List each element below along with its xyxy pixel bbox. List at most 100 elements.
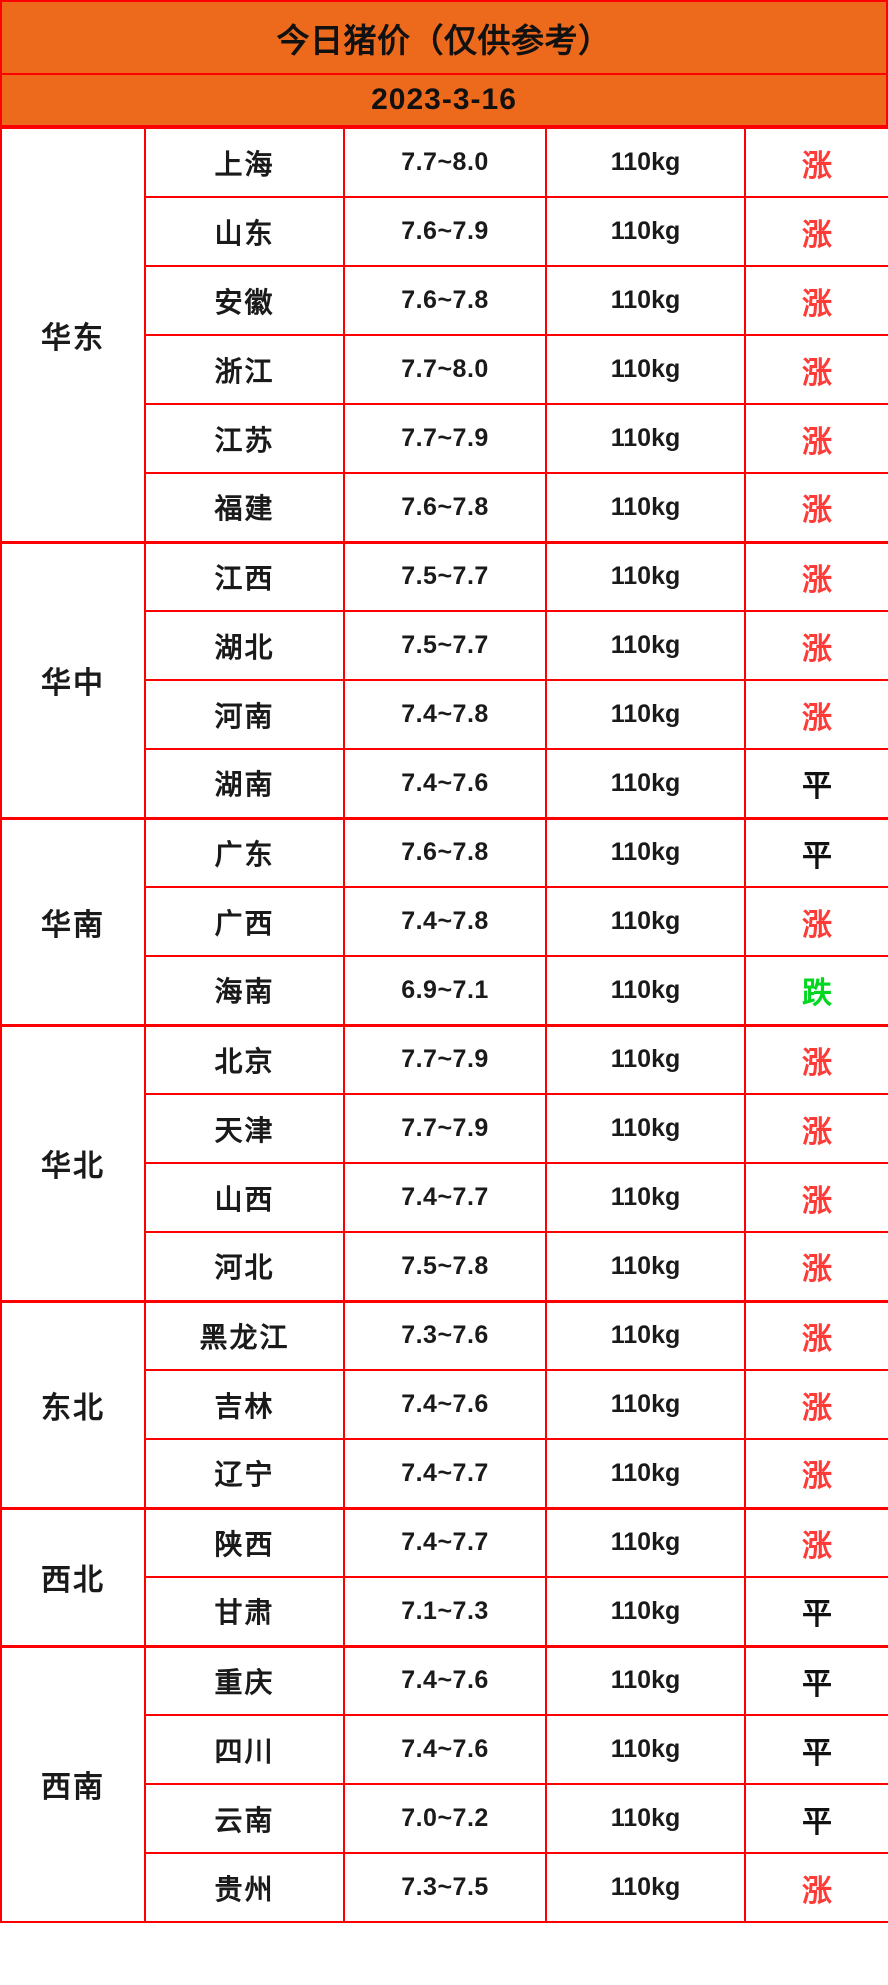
price-cell: 7.4~7.6 xyxy=(343,1369,547,1440)
province-cell: 河北 xyxy=(144,1231,345,1302)
weight-cell: 110kg xyxy=(545,334,746,405)
table-row: 辽宁 7.4~7.7 110kg 涨 xyxy=(1,1438,888,1509)
weight-cell: 110kg xyxy=(545,1852,746,1923)
report-date: 2023-3-16 xyxy=(0,75,888,127)
province-cell: 天津 xyxy=(144,1093,345,1164)
trend-cell: 涨 xyxy=(744,1231,888,1302)
trend-cell: 涨 xyxy=(744,196,888,267)
trend-cell: 平 xyxy=(744,748,888,819)
weight-cell: 110kg xyxy=(545,1093,746,1164)
weight-cell: 110kg xyxy=(545,1023,746,1095)
price-cell: 7.7~7.9 xyxy=(343,1093,547,1164)
table-row: 浙江 7.7~8.0 110kg 涨 xyxy=(1,334,888,405)
trend-cell: 涨 xyxy=(744,1506,888,1578)
trend-cell: 涨 xyxy=(744,1093,888,1164)
price-cell: 7.4~7.6 xyxy=(343,1644,547,1716)
table-row: 华北 北京 7.7~7.9 110kg 涨 xyxy=(0,1023,888,1302)
price-cell: 7.4~7.7 xyxy=(343,1162,547,1233)
trend-cell: 平 xyxy=(744,1714,888,1785)
trend-cell: 涨 xyxy=(744,334,888,405)
region-cell: 华东 xyxy=(0,127,146,543)
province-cell: 辽宁 xyxy=(144,1438,345,1509)
table-row: 山西 7.4~7.7 110kg 涨 xyxy=(1,1162,888,1233)
province-cell: 上海 xyxy=(144,127,345,198)
province-cell: 山东 xyxy=(144,196,345,267)
table-row: 天津 7.7~7.9 110kg 涨 xyxy=(1,1093,888,1164)
region-cell: 华南 xyxy=(0,816,146,1026)
province-cell: 北京 xyxy=(144,1023,345,1095)
province-cell: 广西 xyxy=(144,886,345,957)
province-cell: 山西 xyxy=(144,1162,345,1233)
table-row: 华南 广东 7.6~7.8 110kg 平 xyxy=(0,816,888,1026)
table-row: 西北 陕西 7.4~7.7 110kg 涨 xyxy=(0,1506,888,1647)
province-cell: 吉林 xyxy=(144,1369,345,1440)
table-row: 吉林 7.4~7.6 110kg 涨 xyxy=(1,1369,888,1440)
trend-cell: 平 xyxy=(744,1644,888,1716)
province-cell: 安徽 xyxy=(144,265,345,336)
region-cell: 华北 xyxy=(0,1023,146,1302)
price-cell: 7.7~8.0 xyxy=(343,334,547,405)
weight-cell: 110kg xyxy=(545,1299,746,1371)
table-row: 安徽 7.6~7.8 110kg 涨 xyxy=(1,265,888,336)
table-row: 华东 上海 7.7~8.0 110kg 涨 xyxy=(0,127,888,543)
price-cell: 7.5~7.8 xyxy=(343,1231,547,1302)
province-cell: 湖南 xyxy=(144,748,345,819)
price-cell: 7.1~7.3 xyxy=(343,1576,547,1647)
trend-cell: 涨 xyxy=(744,403,888,474)
price-cell: 7.4~7.8 xyxy=(343,886,547,957)
province-cell: 黑龙江 xyxy=(144,1299,345,1371)
weight-cell: 110kg xyxy=(545,403,746,474)
weight-cell: 110kg xyxy=(545,265,746,336)
table-row: 河北 7.5~7.8 110kg 涨 xyxy=(1,1231,888,1302)
trend-cell: 涨 xyxy=(744,472,888,543)
weight-cell: 110kg xyxy=(545,886,746,957)
trend-cell: 涨 xyxy=(744,1023,888,1095)
table-row: 云南 7.0~7.2 110kg 平 xyxy=(1,1783,888,1854)
price-cell: 7.5~7.7 xyxy=(343,540,547,612)
weight-cell: 110kg xyxy=(545,610,746,681)
price-cell: 7.4~7.6 xyxy=(343,748,547,819)
weight-cell: 110kg xyxy=(545,1438,746,1509)
trend-cell: 涨 xyxy=(744,265,888,336)
weight-cell: 110kg xyxy=(545,816,746,888)
province-cell: 江苏 xyxy=(144,403,345,474)
region-cell: 东北 xyxy=(0,1299,146,1509)
weight-cell: 110kg xyxy=(545,748,746,819)
weight-cell: 110kg xyxy=(545,1506,746,1578)
price-cell: 7.4~7.8 xyxy=(343,679,547,750)
weight-cell: 110kg xyxy=(545,1644,746,1716)
province-cell: 贵州 xyxy=(144,1852,345,1923)
table-row: 广西 7.4~7.8 110kg 涨 xyxy=(1,886,888,957)
table-row: 华中 江西 7.5~7.7 110kg 涨 xyxy=(0,540,888,819)
weight-cell: 110kg xyxy=(545,1231,746,1302)
trend-cell: 涨 xyxy=(744,1162,888,1233)
price-cell: 7.6~7.8 xyxy=(343,472,547,543)
price-table-body: 华东 上海 7.7~8.0 110kg 涨山东 7.6~7.9 110kg 涨安徽 7.6~7.… xyxy=(0,127,888,1923)
price-cell: 7.7~7.9 xyxy=(343,403,547,474)
price-cell: 7.4~7.6 xyxy=(343,1714,547,1785)
price-table: 华东 上海 7.7~8.0 110kg 涨山东 7.6~7.9 110kg 涨安徽 7.6~7.… xyxy=(0,127,888,1923)
trend-cell: 平 xyxy=(744,816,888,888)
table-row: 贵州 7.3~7.5 110kg 涨 xyxy=(1,1852,888,1923)
weight-cell: 110kg xyxy=(545,472,746,543)
region-cell: 西南 xyxy=(0,1644,146,1923)
trend-cell: 涨 xyxy=(744,1852,888,1923)
region-cell: 西北 xyxy=(0,1506,146,1647)
province-cell: 海南 xyxy=(144,955,345,1026)
price-cell: 7.6~7.8 xyxy=(343,265,547,336)
table-row: 山东 7.6~7.9 110kg 涨 xyxy=(1,196,888,267)
weight-cell: 110kg xyxy=(545,1783,746,1854)
province-cell: 四川 xyxy=(144,1714,345,1785)
trend-cell: 涨 xyxy=(744,127,888,198)
province-cell: 河南 xyxy=(144,679,345,750)
weight-cell: 110kg xyxy=(545,1714,746,1785)
trend-cell: 涨 xyxy=(744,610,888,681)
table-row: 海南 6.9~7.1 110kg 跌 xyxy=(1,955,888,1026)
weight-cell: 110kg xyxy=(545,1576,746,1647)
trend-cell: 平 xyxy=(744,1576,888,1647)
price-cell: 6.9~7.1 xyxy=(343,955,547,1026)
price-cell: 7.6~7.9 xyxy=(343,196,547,267)
table-row: 湖南 7.4~7.6 110kg 平 xyxy=(1,748,888,819)
price-cell: 7.3~7.6 xyxy=(343,1299,547,1371)
province-cell: 陕西 xyxy=(144,1506,345,1578)
